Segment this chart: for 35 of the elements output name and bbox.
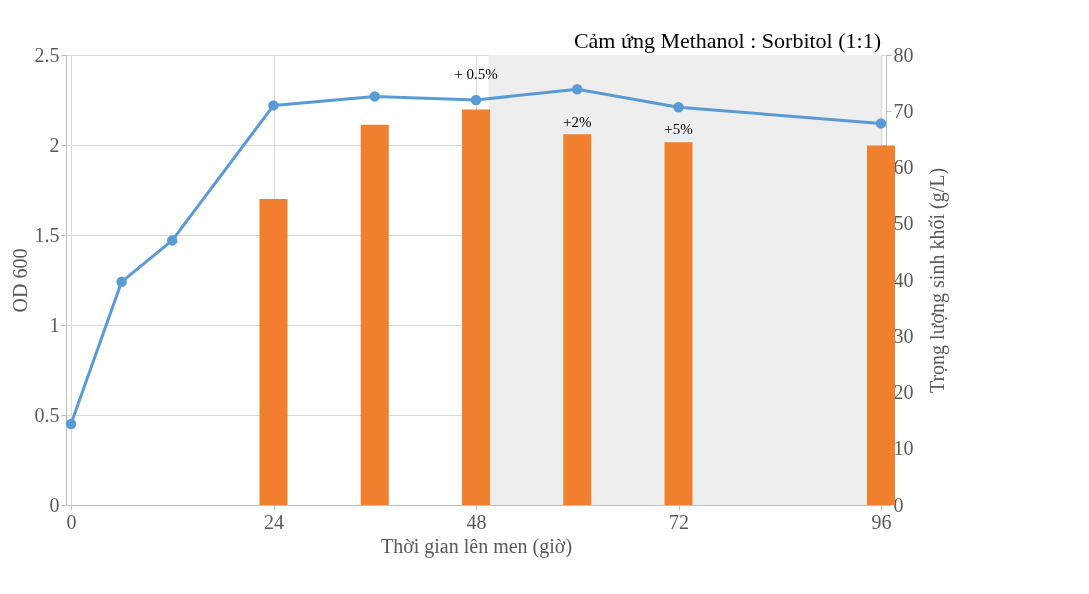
y-tick-label: 2.5: [34, 43, 60, 66]
y2-tick-label: 70: [893, 99, 914, 122]
y2-tick-label: 60: [893, 156, 914, 178]
band-label: Cảm ứng Methanol : Sorbitol (1:1): [573, 28, 881, 53]
y-tick-label: 1.5: [34, 223, 60, 246]
y-tick-label: 1: [49, 313, 60, 336]
y2-tick-label: 40: [893, 268, 914, 291]
point: [673, 101, 684, 113]
annotation: +5%: [664, 121, 693, 138]
y-tick-label: 0.5: [34, 403, 60, 426]
y-tick-label: 0: [49, 493, 60, 516]
x-axis-title: Thời gian lên men (giờ): [380, 534, 573, 558]
x-tick-label: 72: [669, 510, 689, 533]
point: [875, 118, 887, 129]
point: [369, 91, 380, 102]
annotation: +2%: [563, 114, 592, 131]
y-tick-label: 2: [49, 133, 60, 156]
y2-tick-label: 10: [893, 437, 914, 460]
y-axis-title: OD 600: [8, 248, 31, 313]
point: [116, 276, 127, 288]
x-tick-label: 24: [264, 510, 284, 533]
point: [167, 235, 178, 246]
point: [268, 100, 279, 111]
point: [572, 83, 583, 95]
x-tick-label: 0: [66, 510, 77, 533]
y2-tick-label: 50: [893, 212, 914, 235]
point: [470, 94, 482, 106]
y2-tick-label: 80: [893, 43, 914, 66]
x-tick-label: 96: [871, 510, 892, 533]
annotation: + 0.5%: [454, 66, 498, 82]
x-tick-label: 48: [466, 510, 487, 533]
y2-axis-title: Trọng lượng sinh khối (g/L): [925, 167, 949, 394]
point: [65, 418, 77, 430]
y2-tick-label: 20: [893, 381, 914, 403]
y2-tick-label: 30: [893, 324, 914, 347]
